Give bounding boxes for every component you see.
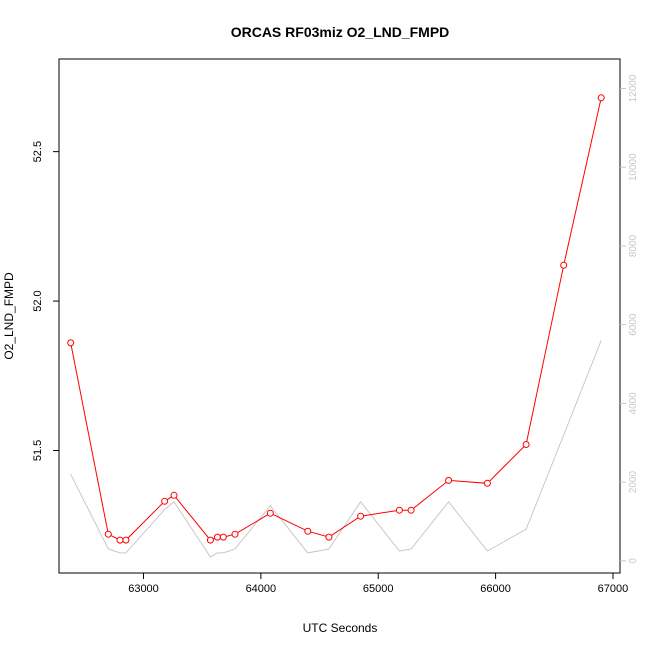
data-point (104, 530, 112, 538)
data-point (219, 533, 227, 541)
data-point (170, 491, 178, 499)
secondary-series-line (70, 340, 602, 558)
y-tick-label: 52.0 (32, 290, 44, 311)
series-layer (67, 94, 605, 558)
data-point (213, 533, 221, 541)
data-point (445, 476, 453, 484)
data-point (161, 497, 169, 505)
y-tick-label: 51.5 (32, 440, 44, 461)
data-point (357, 512, 365, 520)
data-point (325, 533, 333, 541)
data-point (122, 536, 130, 544)
data-point (231, 530, 239, 538)
y2-tick-label: 8000 (628, 234, 639, 257)
y-axis-label: O2_LND_FMPD (2, 272, 16, 360)
x-tick-label: 65000 (363, 583, 394, 595)
data-point (67, 339, 75, 347)
data-point (407, 506, 415, 514)
x-tick-label: 66000 (480, 583, 511, 595)
y2-tick-label: 4000 (628, 392, 639, 415)
chart-title: ORCAS RF03miz O2_LND_FMPD (231, 24, 450, 40)
y-axis-left: 51.5 52.0 52.5 (32, 141, 59, 461)
plot-frame (58, 58, 621, 574)
y2-tick-label: 10000 (628, 153, 639, 181)
data-point (206, 536, 214, 544)
data-point (116, 536, 124, 544)
x-tick-label: 63000 (128, 583, 159, 595)
x-tick-label: 67000 (598, 583, 629, 595)
y-axis-right: 0 2000 4000 6000 8000 10000 12000 (620, 74, 639, 564)
y2-tick-label: 12000 (628, 74, 639, 102)
data-point (395, 506, 403, 514)
x-axis: 63000 64000 65000 66000 67000 (128, 573, 628, 595)
y2-tick-label: 6000 (628, 313, 639, 336)
x-axis-label: UTC Seconds (303, 621, 378, 635)
primary-series-line (70, 97, 602, 541)
data-point (522, 441, 530, 448)
data-point (597, 94, 605, 102)
y2-tick-label: 0 (628, 558, 639, 564)
x-tick-label: 64000 (246, 583, 277, 595)
data-point (266, 509, 274, 517)
y-tick-label: 52.5 (32, 141, 44, 162)
data-point (304, 527, 312, 535)
data-point (483, 479, 491, 487)
y2-tick-label: 2000 (628, 471, 639, 494)
data-point (560, 261, 568, 269)
